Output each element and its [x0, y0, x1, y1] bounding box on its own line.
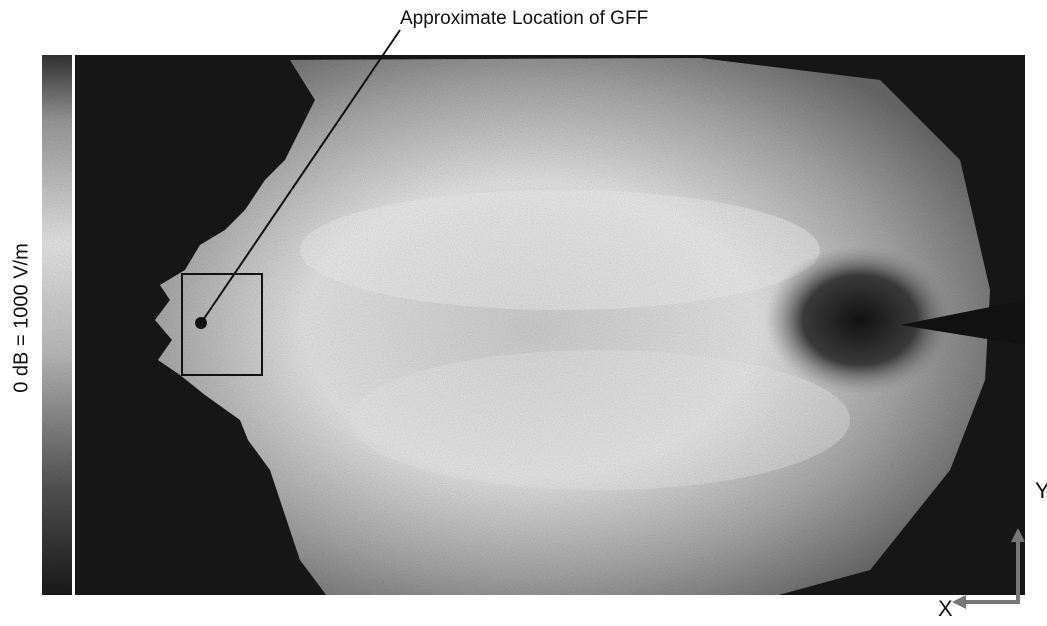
colorbar-label: 0 dB = 1000 V/m	[10, 243, 32, 393]
field-map	[155, 58, 1025, 595]
y-arrowhead	[1011, 528, 1025, 542]
field-shadow	[765, 245, 955, 395]
x-axis-label: X	[938, 596, 953, 621]
leader-line	[200, 29, 401, 324]
gff-box	[181, 273, 263, 376]
y-axis-label: Y	[1035, 478, 1047, 503]
colorbar	[42, 55, 72, 595]
antenna	[900, 300, 1025, 345]
field-highlight	[300, 190, 820, 310]
x-arrowhead	[952, 595, 966, 609]
gff-point	[195, 317, 207, 329]
annotation-label: Approximate Location of GFF	[400, 8, 648, 29]
field-highlight	[350, 350, 850, 490]
